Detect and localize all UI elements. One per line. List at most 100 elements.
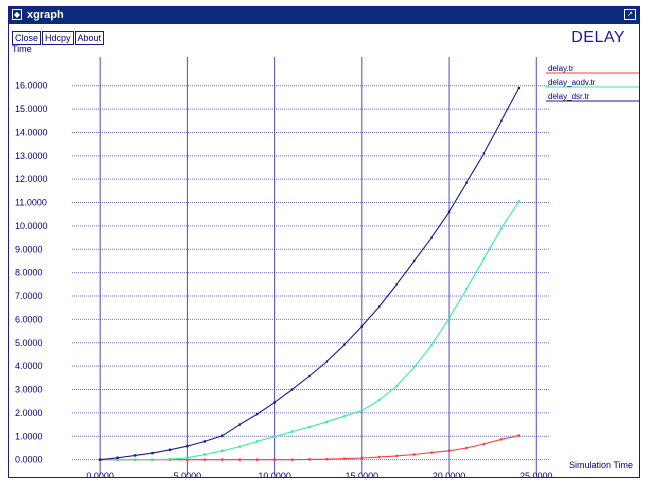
toolbar: Close Hdcpy About bbox=[12, 26, 105, 45]
data-point bbox=[290, 458, 294, 461]
data-point bbox=[273, 435, 276, 438]
data-point bbox=[238, 423, 241, 426]
data-point bbox=[221, 449, 224, 452]
data-point bbox=[378, 455, 381, 459]
y-tick-label: 13.0000 bbox=[15, 151, 48, 161]
data-point bbox=[203, 440, 207, 443]
data-point bbox=[465, 181, 468, 184]
data-point bbox=[325, 457, 329, 461]
window-title: xgraph bbox=[27, 9, 64, 21]
data-point bbox=[308, 458, 311, 461]
data-point bbox=[412, 453, 416, 456]
data-point bbox=[360, 409, 364, 412]
xgraph-window: ◆ xgraph ↗ Close Hdcpy About DELAY Time 0.… bbox=[8, 6, 640, 478]
data-point bbox=[151, 451, 154, 455]
y-tick-label: 10.0000 bbox=[15, 221, 48, 231]
data-point bbox=[133, 454, 137, 457]
data-point bbox=[430, 236, 433, 239]
y-tick-label: 15.0000 bbox=[15, 104, 48, 114]
data-point bbox=[325, 360, 329, 363]
y-tick-label: 9.0000 bbox=[15, 244, 43, 254]
data-point bbox=[500, 438, 503, 441]
y-tick-label: 2.0000 bbox=[15, 408, 43, 418]
data-point bbox=[116, 458, 119, 461]
data-point bbox=[168, 457, 172, 461]
data-point bbox=[360, 456, 364, 460]
y-tick-label: 3.0000 bbox=[15, 385, 43, 395]
data-point bbox=[203, 458, 207, 461]
y-tick-label: 11.0000 bbox=[15, 198, 47, 208]
data-point bbox=[255, 440, 259, 443]
data-point bbox=[98, 458, 102, 461]
data-point bbox=[465, 446, 468, 450]
data-point bbox=[465, 287, 468, 291]
maximize-icon[interactable]: ↗ bbox=[624, 9, 636, 20]
series-line-delay-tr bbox=[100, 435, 519, 461]
x-tick-label: 10.0000 bbox=[258, 471, 291, 478]
legend-entry: delay_aodv.tr bbox=[548, 78, 596, 87]
data-point bbox=[186, 458, 189, 461]
y-tick-label: 5.0000 bbox=[15, 338, 43, 348]
data-point bbox=[290, 430, 294, 433]
data-point bbox=[151, 458, 154, 461]
data-point bbox=[273, 458, 276, 461]
y-tick-label: 8.0000 bbox=[15, 268, 43, 278]
legend-entry: delay_dsr.tr bbox=[548, 92, 590, 101]
data-point bbox=[116, 456, 119, 459]
data-point bbox=[221, 458, 224, 461]
y-tick-label: 1.0000 bbox=[15, 431, 43, 441]
data-point bbox=[186, 456, 189, 459]
data-point bbox=[378, 398, 381, 402]
data-point bbox=[203, 453, 207, 456]
about-button[interactable]: About bbox=[74, 31, 105, 45]
data-point bbox=[447, 317, 451, 320]
hdcpy-button[interactable]: Hdcpy bbox=[42, 31, 74, 45]
data-point bbox=[221, 434, 224, 438]
series-line-delay-aodv-tr bbox=[100, 201, 520, 461]
data-point bbox=[447, 210, 451, 214]
x-tick-label: 5.0000 bbox=[174, 471, 202, 478]
data-point bbox=[255, 458, 259, 461]
data-point bbox=[482, 152, 486, 155]
legend-entry: delay.tr bbox=[548, 64, 574, 73]
y-tick-label: 7.0000 bbox=[15, 291, 43, 301]
data-point bbox=[517, 86, 521, 90]
data-point bbox=[325, 420, 329, 423]
data-point bbox=[412, 259, 416, 263]
data-point bbox=[255, 412, 259, 416]
y-tick-label: 6.0000 bbox=[15, 314, 43, 324]
data-point bbox=[482, 442, 486, 446]
data-point bbox=[517, 434, 521, 437]
system-menu-icon[interactable]: ◆ bbox=[12, 9, 22, 20]
x-tick-label: 25.0000 bbox=[520, 471, 553, 478]
chart-title: DELAY bbox=[571, 29, 625, 46]
data-point bbox=[343, 457, 346, 460]
y-tick-label: 0.0000 bbox=[15, 455, 43, 465]
data-point bbox=[395, 384, 398, 388]
data-point bbox=[395, 454, 398, 458]
y-tick-label: 4.0000 bbox=[15, 361, 43, 371]
y-tick-label: 16.0000 bbox=[15, 81, 48, 91]
close-button[interactable]: Close bbox=[12, 31, 42, 45]
data-point bbox=[343, 414, 346, 418]
data-point bbox=[273, 401, 276, 404]
data-point bbox=[360, 325, 364, 328]
data-point bbox=[308, 374, 311, 378]
data-point bbox=[290, 388, 294, 391]
data-point bbox=[238, 445, 241, 448]
y-tick-label: 12.0000 bbox=[15, 174, 48, 184]
x-tick-label: 0.0000 bbox=[86, 471, 114, 478]
plot-area: 0.0000 1.0000 2.0000 3.0000 4.0000 5.0000 6.00… bbox=[15, 57, 639, 478]
y-axis-label: Time bbox=[12, 44, 32, 54]
data-point bbox=[447, 449, 451, 452]
data-point bbox=[517, 200, 521, 203]
data-point bbox=[395, 283, 398, 286]
data-point bbox=[412, 366, 416, 369]
data-point bbox=[378, 305, 381, 308]
data-point bbox=[133, 458, 137, 461]
data-point bbox=[500, 119, 503, 122]
x-tick-label: 20.0000 bbox=[433, 471, 466, 478]
data-point bbox=[168, 448, 172, 452]
title-bar[interactable]: ◆ xgraph ↗ bbox=[9, 7, 639, 24]
data-point bbox=[308, 425, 311, 429]
